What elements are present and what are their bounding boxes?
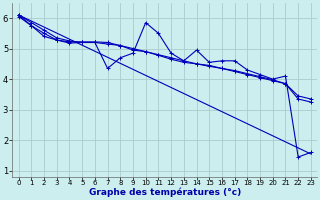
X-axis label: Graphe des températures (°c): Graphe des températures (°c) bbox=[89, 188, 241, 197]
